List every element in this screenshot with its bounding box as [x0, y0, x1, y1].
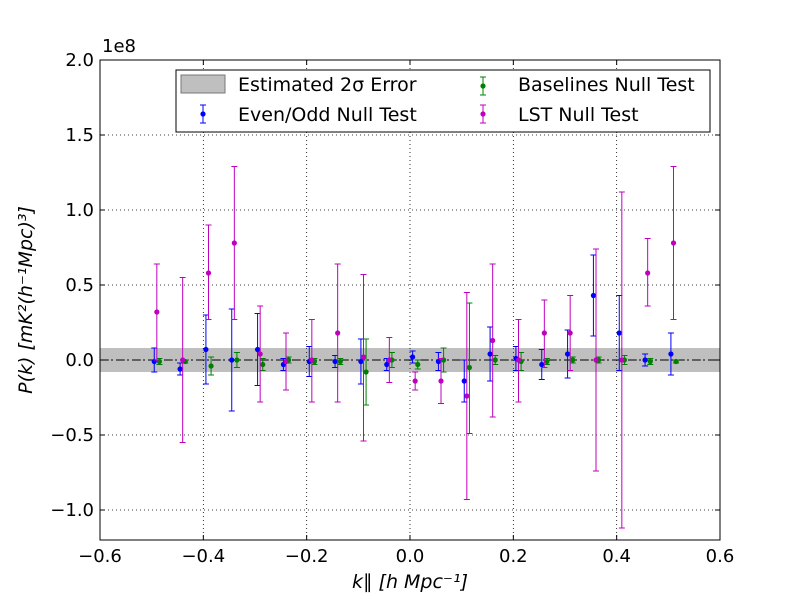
- data-point: [670, 240, 677, 246]
- data-point: [335, 330, 341, 336]
- data-point: [541, 330, 547, 336]
- data-point: [490, 337, 496, 344]
- data-point: [177, 366, 183, 372]
- legend-label-band: Estimated 2σ Error: [238, 74, 417, 96]
- data-point: [647, 358, 653, 365]
- y-tick-label: 0.5: [65, 275, 94, 296]
- data-point: [257, 351, 263, 357]
- data-point: [616, 330, 622, 336]
- data-point: [337, 358, 343, 365]
- data-point: [570, 357, 576, 363]
- legend-box: [175, 69, 711, 133]
- data-point: [363, 369, 369, 375]
- y-axis-title: P(k) [mK²(h⁻¹Mpc)³]: [15, 206, 37, 394]
- data-point: [309, 357, 315, 363]
- data-point: [466, 364, 473, 371]
- data-point: [358, 358, 364, 365]
- y-tick-label: −1.0: [50, 500, 94, 521]
- data-point: [544, 358, 550, 365]
- data-point: [229, 357, 235, 363]
- data-point: [567, 330, 573, 336]
- data-point: [492, 357, 498, 363]
- data-point: [205, 270, 212, 276]
- x-tick-label: 0.2: [499, 546, 528, 567]
- legend: Estimated 2σ Error Even/Odd Null Test Base…: [175, 69, 711, 133]
- y-tick-label: 0.0: [65, 350, 94, 371]
- legend-swatch-band: [180, 74, 226, 94]
- data-point: [283, 358, 289, 365]
- data-point: [384, 361, 390, 368]
- data-point: [487, 351, 493, 357]
- x-tick-label: 0.4: [602, 546, 631, 567]
- series-0: [151, 254, 674, 412]
- x-tick-label: −0.4: [181, 546, 225, 567]
- data-point: [412, 378, 418, 384]
- data-point: [231, 240, 237, 246]
- y-tick-label: 2.0: [65, 50, 94, 71]
- data-point: [645, 270, 651, 276]
- x-tick-label: −0.6: [78, 546, 122, 567]
- x-tick-label: −0.2: [285, 546, 329, 567]
- legend-label: Baselines Null Test: [518, 74, 695, 96]
- data-point: [234, 357, 240, 363]
- y-tick-label: 1.5: [65, 125, 94, 146]
- data-point: [409, 354, 416, 360]
- data-point: [668, 351, 674, 357]
- x-axis-title: k∥ [h Mpc⁻¹]: [352, 571, 468, 593]
- series-2: [153, 166, 677, 529]
- data-point: [564, 351, 571, 357]
- data-point: [254, 346, 261, 353]
- data-point: [180, 357, 186, 363]
- legend-marker: [480, 83, 486, 89]
- legend-marker: [480, 111, 486, 117]
- data-point: [642, 357, 648, 363]
- data-point: [203, 346, 209, 353]
- data-point: [673, 358, 679, 365]
- legend-label: LST Null Test: [518, 104, 639, 126]
- data-point: [332, 358, 338, 365]
- y-axis-exponent-label: 1e8: [102, 36, 136, 57]
- y-tick-label: −0.5: [50, 425, 94, 446]
- data-point: [208, 363, 214, 369]
- data-point: [539, 361, 545, 368]
- data-point: [438, 378, 444, 384]
- x-tick-label: 0.0: [396, 546, 425, 567]
- x-tick-label: 0.6: [706, 546, 735, 567]
- data-point: [593, 357, 599, 363]
- legend-marker: [200, 111, 206, 117]
- data-point: [435, 358, 442, 365]
- data-point: [386, 357, 392, 363]
- data-point: [619, 357, 625, 363]
- data-point: [590, 292, 597, 299]
- y-tick-label: 1.0: [65, 200, 94, 221]
- data-point: [461, 378, 467, 384]
- data-point: [464, 393, 470, 399]
- data-point: [260, 361, 266, 368]
- data-point: [154, 309, 160, 315]
- legend-label: Even/Odd Null Test: [238, 104, 417, 126]
- data-point: [515, 357, 522, 363]
- data-point: [360, 354, 367, 360]
- data-point: [415, 361, 421, 368]
